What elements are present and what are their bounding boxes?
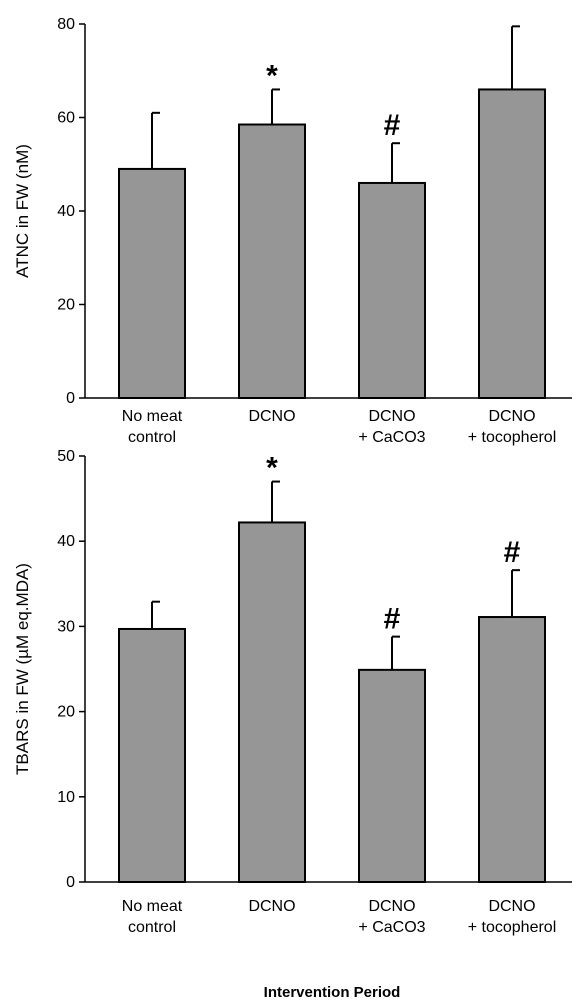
- significance-hash: #: [504, 536, 521, 569]
- category-label: control: [128, 429, 176, 446]
- panel-tbars: 0 10 20 30 40 50 TBARS in FW (µM eq.MDA) No mea…: [13, 448, 572, 936]
- y-tick-label: 10: [57, 789, 75, 806]
- x-axis-title: Intervention Period: [264, 984, 401, 1001]
- category-label: DCNO: [488, 408, 535, 425]
- y-tick-label: 60: [57, 110, 75, 127]
- bar: [118, 167, 186, 399]
- category-label: + CaCO3: [358, 919, 425, 936]
- bar: [358, 181, 426, 399]
- y-tick-label: 0: [66, 390, 75, 407]
- bar: [238, 123, 306, 399]
- bar: [118, 627, 186, 883]
- significance-asterisk: *: [266, 59, 278, 92]
- y-tick-label: 40: [57, 533, 75, 550]
- category-label: control: [128, 919, 176, 936]
- category-label: DCNO: [488, 898, 535, 915]
- y-tick-label: 20: [57, 704, 75, 721]
- category-label: No meat: [122, 408, 183, 425]
- significance-hash: #: [384, 109, 401, 142]
- significance-hash: #: [384, 603, 401, 636]
- y-tick-label: 50: [57, 448, 75, 465]
- category-label: + tocopherol: [468, 919, 557, 936]
- category-label: DCNO: [248, 898, 295, 915]
- significance-asterisk: *: [266, 452, 278, 485]
- y-tick-label: 20: [57, 297, 75, 314]
- category-label: DCNO: [368, 408, 415, 425]
- category-label: DCNO: [368, 898, 415, 915]
- category-label: DCNO: [248, 408, 295, 425]
- y-axis-label: TBARS in FW (µM eq.MDA): [13, 563, 32, 775]
- y-tick-label: 40: [57, 203, 75, 220]
- y-tick-label: 0: [66, 874, 75, 891]
- category-label: + CaCO3: [358, 429, 425, 446]
- bar: [358, 668, 426, 883]
- y-tick-label: 80: [57, 16, 75, 33]
- bar: [478, 88, 546, 399]
- panel-atnc: 0 20 40 60 80 ATNC in FW (nM) No meat control * D…: [13, 16, 572, 446]
- category-label: + tocopherol: [468, 429, 557, 446]
- bar: [478, 616, 546, 883]
- y-tick-label: 30: [57, 618, 75, 635]
- bar: [238, 521, 306, 883]
- category-label: No meat: [122, 898, 183, 915]
- y-axis-label: ATNC in FW (nM): [13, 144, 32, 278]
